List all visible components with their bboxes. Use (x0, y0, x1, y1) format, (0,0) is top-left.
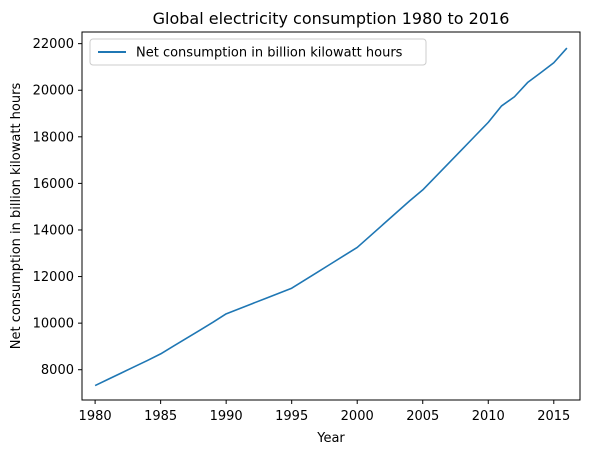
x-tick-label: 2005 (406, 409, 439, 424)
data-point (173, 345, 175, 347)
data-point (501, 105, 503, 107)
series-line (94, 47, 568, 387)
y-tick-label: 22000 (33, 37, 74, 52)
x-tick-label: 1980 (79, 409, 112, 424)
y-axis-label: Net consumption in billion kilowatt hour… (9, 83, 24, 350)
data-point (566, 47, 568, 49)
data-point (238, 308, 240, 310)
data-point (422, 189, 424, 191)
data-point (199, 329, 201, 331)
data-point (94, 385, 96, 387)
data-point (474, 135, 476, 137)
data-point (186, 337, 188, 339)
y-tick-label: 16000 (33, 177, 74, 192)
data-point (540, 72, 542, 74)
data-point (147, 360, 149, 362)
data-point (134, 366, 136, 368)
data-point (356, 247, 358, 249)
y-tick-label: 10000 (33, 317, 74, 332)
data-point (461, 149, 463, 151)
data-point (252, 303, 254, 305)
plot-area (81, 31, 581, 401)
legend: Net consumption in billion kilowatt hour… (89, 38, 427, 66)
data-point (370, 235, 372, 237)
data-point (409, 200, 411, 202)
data-point (553, 62, 555, 64)
data-point (343, 255, 345, 257)
data-point (107, 378, 109, 380)
data-point (330, 263, 332, 265)
data-point (160, 353, 162, 355)
data-point (121, 372, 123, 374)
data-point (487, 122, 489, 124)
data-point (317, 271, 319, 273)
x-axis: 1980 1985 1990 1995 2000 2005 2010 2015 (79, 400, 570, 424)
data-point (291, 287, 293, 289)
data-point (225, 313, 227, 315)
data-point (265, 298, 267, 300)
data-point (383, 223, 385, 225)
data-point (212, 321, 214, 323)
data-point (278, 293, 280, 295)
x-axis-label: Year (316, 431, 345, 446)
y-tick-label: 20000 (33, 84, 74, 99)
y-tick-label: 12000 (33, 270, 74, 285)
data-point (304, 279, 306, 281)
legend-box (89, 38, 427, 66)
x-tick-label: 1985 (144, 409, 177, 424)
y-tick-label: 8000 (41, 363, 74, 378)
x-tick-label: 2010 (472, 409, 505, 424)
y-tick-label: 18000 (33, 130, 74, 145)
x-tick-label: 2000 (341, 409, 374, 424)
chart-title: Global electricity consumption 1980 to 2… (153, 9, 510, 28)
y-tick-label: 14000 (33, 223, 74, 238)
legend-label: Net consumption in billion kilowatt hour… (136, 46, 403, 61)
data-point (527, 82, 529, 84)
x-tick-label: 1990 (210, 409, 243, 424)
data-point (514, 96, 516, 98)
data-point (396, 212, 398, 214)
x-tick-label: 1995 (275, 409, 308, 424)
y-axis: 8000 10000 12000 14000 16000 18000 20000 22000 (33, 37, 82, 378)
x-tick-label: 2015 (537, 409, 570, 424)
data-point (435, 176, 437, 178)
data-point (448, 162, 450, 164)
plot-frame (81, 31, 581, 401)
